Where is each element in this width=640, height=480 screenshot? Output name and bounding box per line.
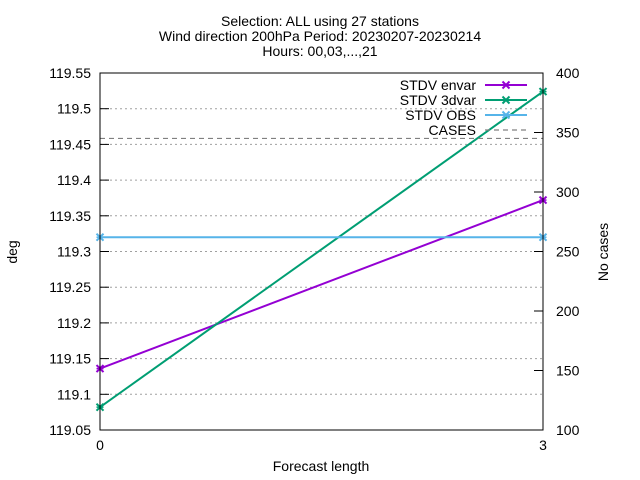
- y-tick-label: 119.05: [49, 422, 91, 438]
- y-tick-label: 119.25: [49, 279, 91, 295]
- y-tick-label: 119.4: [57, 172, 91, 188]
- legend-marker: [501, 80, 511, 90]
- y-axis-label: deg: [4, 240, 20, 263]
- y-tick-label: 119.5: [57, 101, 91, 117]
- y-tick-label: 119.2: [57, 315, 91, 331]
- y2-tick-label: 350: [556, 125, 580, 141]
- chart-title: Selection: ALL using 27 stations Wind di…: [159, 13, 481, 59]
- x-tick-label: 0: [96, 437, 104, 453]
- y-tick-label: 119.15: [49, 351, 91, 367]
- series-stdv-envar: [95, 195, 548, 373]
- series-line-stdv-3dvar: [99, 90, 544, 408]
- title-line-2: Wind direction 200hPa Period: 20230207-2…: [159, 28, 481, 44]
- y2-tick-label: 400: [556, 65, 580, 81]
- legend-marker: [501, 110, 511, 120]
- x-axis-label: Forecast length: [273, 458, 370, 474]
- y-tick-label: 119.3: [57, 244, 91, 260]
- legend-label: CASES: [429, 122, 476, 138]
- x-tick-label: 3: [539, 437, 547, 453]
- y2-tick-label: 100: [556, 422, 580, 438]
- y2-axis-label: No cases: [595, 223, 611, 281]
- series-stdv-3dvar: [95, 87, 548, 412]
- y-tick-label: 119.45: [49, 136, 91, 152]
- tick-marks: [99, 72, 544, 431]
- y2-tick-label: 300: [556, 184, 580, 200]
- grid: [100, 108, 543, 395]
- y-tick-labels: 119.05 119.1 119.15 119.2 119.25 119.3 119.35 1…: [49, 65, 91, 438]
- legend-label: STDV 3dvar: [400, 92, 477, 108]
- y2-tick-label: 250: [556, 244, 580, 260]
- y2-tick-labels: 100 150 200 250 300 350 400: [556, 65, 580, 438]
- title-line-3: Hours: 00,03,...,21: [262, 43, 377, 59]
- y-tick-label: 119.1: [57, 386, 91, 402]
- legend-item-stdv-3dvar: STDV 3dvar: [400, 92, 527, 108]
- legend-marker: [501, 95, 511, 105]
- y-tick-label: 119.35: [49, 208, 91, 224]
- series-layer: [95, 87, 548, 412]
- legend-label: STDV OBS: [405, 107, 476, 123]
- legend-item-stdv-envar: STDV envar: [400, 77, 527, 93]
- y2-tick-label: 150: [556, 363, 580, 379]
- legend-item-stdv-obs: STDV OBS: [405, 107, 527, 123]
- y-tick-label: 119.55: [49, 65, 91, 81]
- series-line-stdv-envar: [99, 199, 544, 370]
- y2-tick-label: 200: [556, 303, 580, 319]
- legend-label: STDV envar: [400, 77, 477, 93]
- legend-item-cases: CASES: [429, 122, 527, 138]
- title-line-1: Selection: ALL using 27 stations: [221, 13, 419, 29]
- series-stdv-obs: [95, 233, 548, 242]
